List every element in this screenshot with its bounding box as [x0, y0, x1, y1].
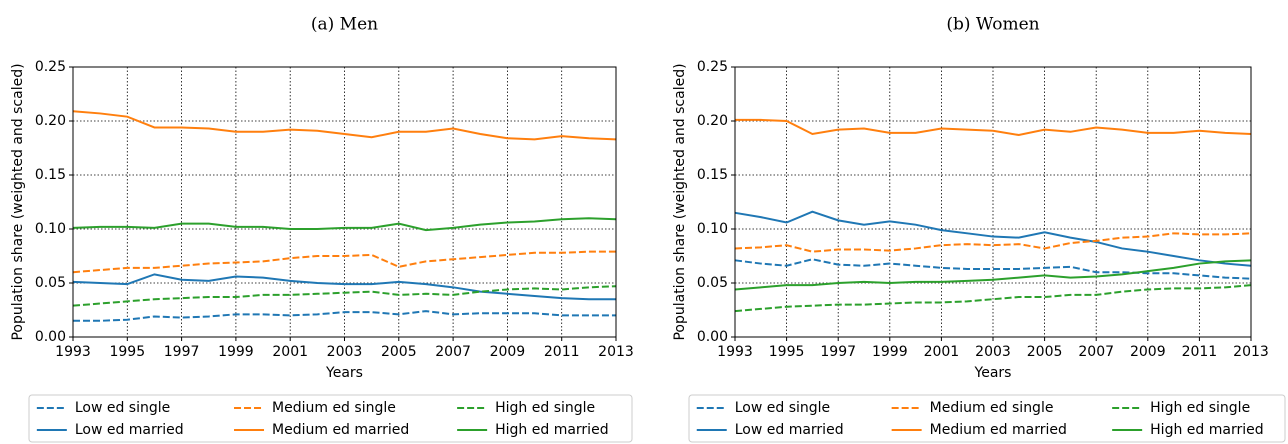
x-tick-label: 2009	[490, 344, 526, 360]
x-tick-label: 1999	[872, 344, 908, 360]
y-tick-label: 0.20	[35, 113, 66, 129]
chart-title: (a) Men	[311, 15, 378, 35]
series-line	[72, 250, 616, 274]
legend: Low ed single Low ed married Medium ed sin…	[28, 394, 633, 443]
series-line	[734, 232, 1252, 253]
x-tick-label: 2013	[1233, 344, 1269, 360]
series-line	[734, 258, 1252, 280]
x-tick-label: 2011	[544, 344, 580, 360]
legend-label: Medium ed single	[272, 400, 396, 416]
legend-label: High ed single	[495, 400, 595, 416]
plot-frame	[734, 66, 1252, 338]
legend-label: High ed married	[1150, 422, 1263, 438]
x-tick-label: 2011	[1182, 344, 1218, 360]
x-tick-label: 2007	[435, 344, 471, 360]
legend-label: Medium ed married	[272, 422, 409, 438]
x-tick-label: 2003	[327, 344, 363, 360]
series-line	[72, 110, 617, 141]
x-tick-label: 2005	[1027, 344, 1063, 360]
x-tick-label: 2009	[1130, 344, 1166, 360]
x-tick-label: 2001	[924, 344, 960, 360]
series-line	[72, 217, 617, 232]
legend-label: Low ed married	[75, 422, 184, 438]
y-tick-label: 0.15	[35, 167, 66, 183]
x-axis-label: Years	[974, 365, 1012, 381]
series-line	[72, 273, 616, 301]
x-tick-label: 2001	[272, 344, 308, 360]
y-axis-label: Population share (weighted and scaled)	[10, 63, 26, 340]
y-tick-label: 0.10	[35, 221, 66, 237]
chart-title: (b) Women	[946, 15, 1039, 35]
legend-label: Low ed single	[75, 400, 170, 416]
y-tick-label: 0.25	[697, 59, 728, 75]
x-tick-label: 1993	[55, 344, 91, 360]
y-tick-label: 0.00	[697, 329, 728, 345]
x-tick-label: 1997	[164, 344, 200, 360]
x-tick-label: 1997	[820, 344, 856, 360]
y-tick-label: 0.20	[697, 113, 728, 129]
y-tick-label: 0.15	[697, 167, 728, 183]
series-line	[734, 210, 1252, 267]
legend-label: Medium ed married	[930, 422, 1067, 438]
y-tick-label: 0.00	[35, 329, 66, 345]
series-line	[734, 259, 1252, 291]
x-tick-label: 1999	[218, 344, 254, 360]
y-tick-label: 0.25	[35, 59, 66, 75]
legend-label: Low ed married	[735, 422, 844, 438]
plot-frame	[72, 66, 617, 338]
legend-label: High ed married	[495, 422, 608, 438]
legend-label: Medium ed single	[930, 400, 1054, 416]
y-axis-label: Population share (weighted and scaled)	[672, 63, 688, 340]
x-tick-label: 2003	[975, 344, 1011, 360]
x-axis-label: Years	[325, 365, 363, 381]
x-tick-label: 2013	[598, 344, 634, 360]
x-tick-label: 1995	[769, 344, 805, 360]
x-tick-label: 2005	[381, 344, 417, 360]
x-tick-label: 1993	[717, 344, 753, 360]
series-line	[735, 118, 1252, 137]
legend: Low ed single Low ed married Medium ed sin…	[688, 394, 1286, 443]
x-tick-label: 1995	[109, 344, 145, 360]
series-line	[734, 284, 1252, 313]
y-tick-label: 0.05	[697, 275, 728, 291]
series-line	[72, 285, 617, 307]
legend-label: Low ed single	[735, 400, 830, 416]
series-line	[73, 310, 616, 322]
y-tick-label: 0.05	[35, 275, 66, 291]
legend-label: High ed single	[1150, 400, 1250, 416]
x-tick-label: 2007	[1078, 344, 1114, 360]
y-tick-label: 0.10	[697, 221, 728, 237]
